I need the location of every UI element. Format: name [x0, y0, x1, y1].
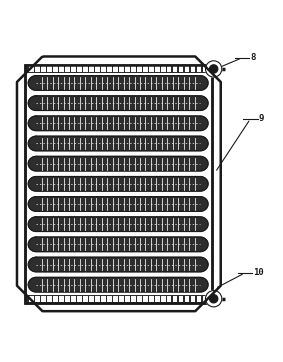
- Bar: [167, 296, 171, 302]
- Bar: [143, 296, 147, 302]
- Polygon shape: [28, 217, 208, 231]
- Bar: [25, 65, 212, 73]
- Text: 8: 8: [250, 53, 256, 62]
- Bar: [179, 296, 183, 302]
- Bar: [29, 296, 34, 302]
- Bar: [185, 66, 190, 72]
- Bar: [25, 65, 212, 303]
- Bar: [83, 296, 88, 302]
- Bar: [71, 66, 76, 72]
- Bar: [25, 295, 212, 303]
- Bar: [190, 66, 196, 72]
- Bar: [197, 66, 201, 72]
- Bar: [155, 66, 160, 72]
- Bar: [113, 296, 117, 302]
- Text: 10: 10: [253, 269, 264, 278]
- Bar: [53, 66, 58, 72]
- Bar: [47, 66, 52, 72]
- Polygon shape: [28, 96, 208, 110]
- Bar: [167, 66, 171, 72]
- Bar: [107, 66, 112, 72]
- Bar: [95, 66, 100, 72]
- Circle shape: [210, 295, 218, 303]
- Polygon shape: [28, 197, 208, 211]
- Bar: [125, 296, 130, 302]
- Polygon shape: [28, 277, 208, 292]
- Bar: [197, 296, 201, 302]
- Bar: [29, 66, 34, 72]
- Bar: [59, 296, 64, 302]
- Bar: [107, 296, 112, 302]
- Bar: [173, 66, 177, 72]
- Bar: [149, 66, 153, 72]
- Bar: [131, 66, 136, 72]
- Bar: [137, 66, 142, 72]
- Polygon shape: [28, 237, 208, 252]
- Text: 9: 9: [259, 114, 264, 123]
- Bar: [185, 296, 190, 302]
- Bar: [143, 66, 147, 72]
- Bar: [41, 66, 46, 72]
- Circle shape: [210, 65, 218, 73]
- Bar: [89, 296, 94, 302]
- Bar: [59, 66, 64, 72]
- Bar: [101, 66, 106, 72]
- Polygon shape: [28, 257, 208, 272]
- Bar: [65, 66, 70, 72]
- Bar: [41, 296, 46, 302]
- Bar: [190, 296, 196, 302]
- Polygon shape: [28, 156, 208, 171]
- Polygon shape: [28, 136, 208, 151]
- Bar: [35, 296, 40, 302]
- Bar: [101, 296, 106, 302]
- Bar: [125, 66, 130, 72]
- Bar: [119, 296, 124, 302]
- Bar: [35, 66, 40, 72]
- Bar: [137, 296, 142, 302]
- Bar: [53, 296, 58, 302]
- Bar: [203, 66, 207, 72]
- Bar: [47, 296, 52, 302]
- Bar: [89, 66, 94, 72]
- Polygon shape: [28, 76, 208, 90]
- Bar: [203, 296, 207, 302]
- Bar: [83, 66, 88, 72]
- Bar: [119, 66, 124, 72]
- Polygon shape: [28, 177, 208, 191]
- Bar: [65, 296, 70, 302]
- Bar: [131, 296, 136, 302]
- Bar: [25, 65, 212, 303]
- Bar: [71, 296, 76, 302]
- Circle shape: [205, 291, 222, 307]
- Bar: [77, 66, 82, 72]
- Bar: [149, 296, 153, 302]
- Polygon shape: [28, 116, 208, 131]
- Bar: [161, 66, 166, 72]
- Bar: [155, 296, 160, 302]
- Circle shape: [205, 61, 222, 77]
- Bar: [95, 296, 100, 302]
- Bar: [77, 296, 82, 302]
- Bar: [179, 66, 183, 72]
- Bar: [113, 66, 117, 72]
- Bar: [161, 296, 166, 302]
- Bar: [173, 296, 177, 302]
